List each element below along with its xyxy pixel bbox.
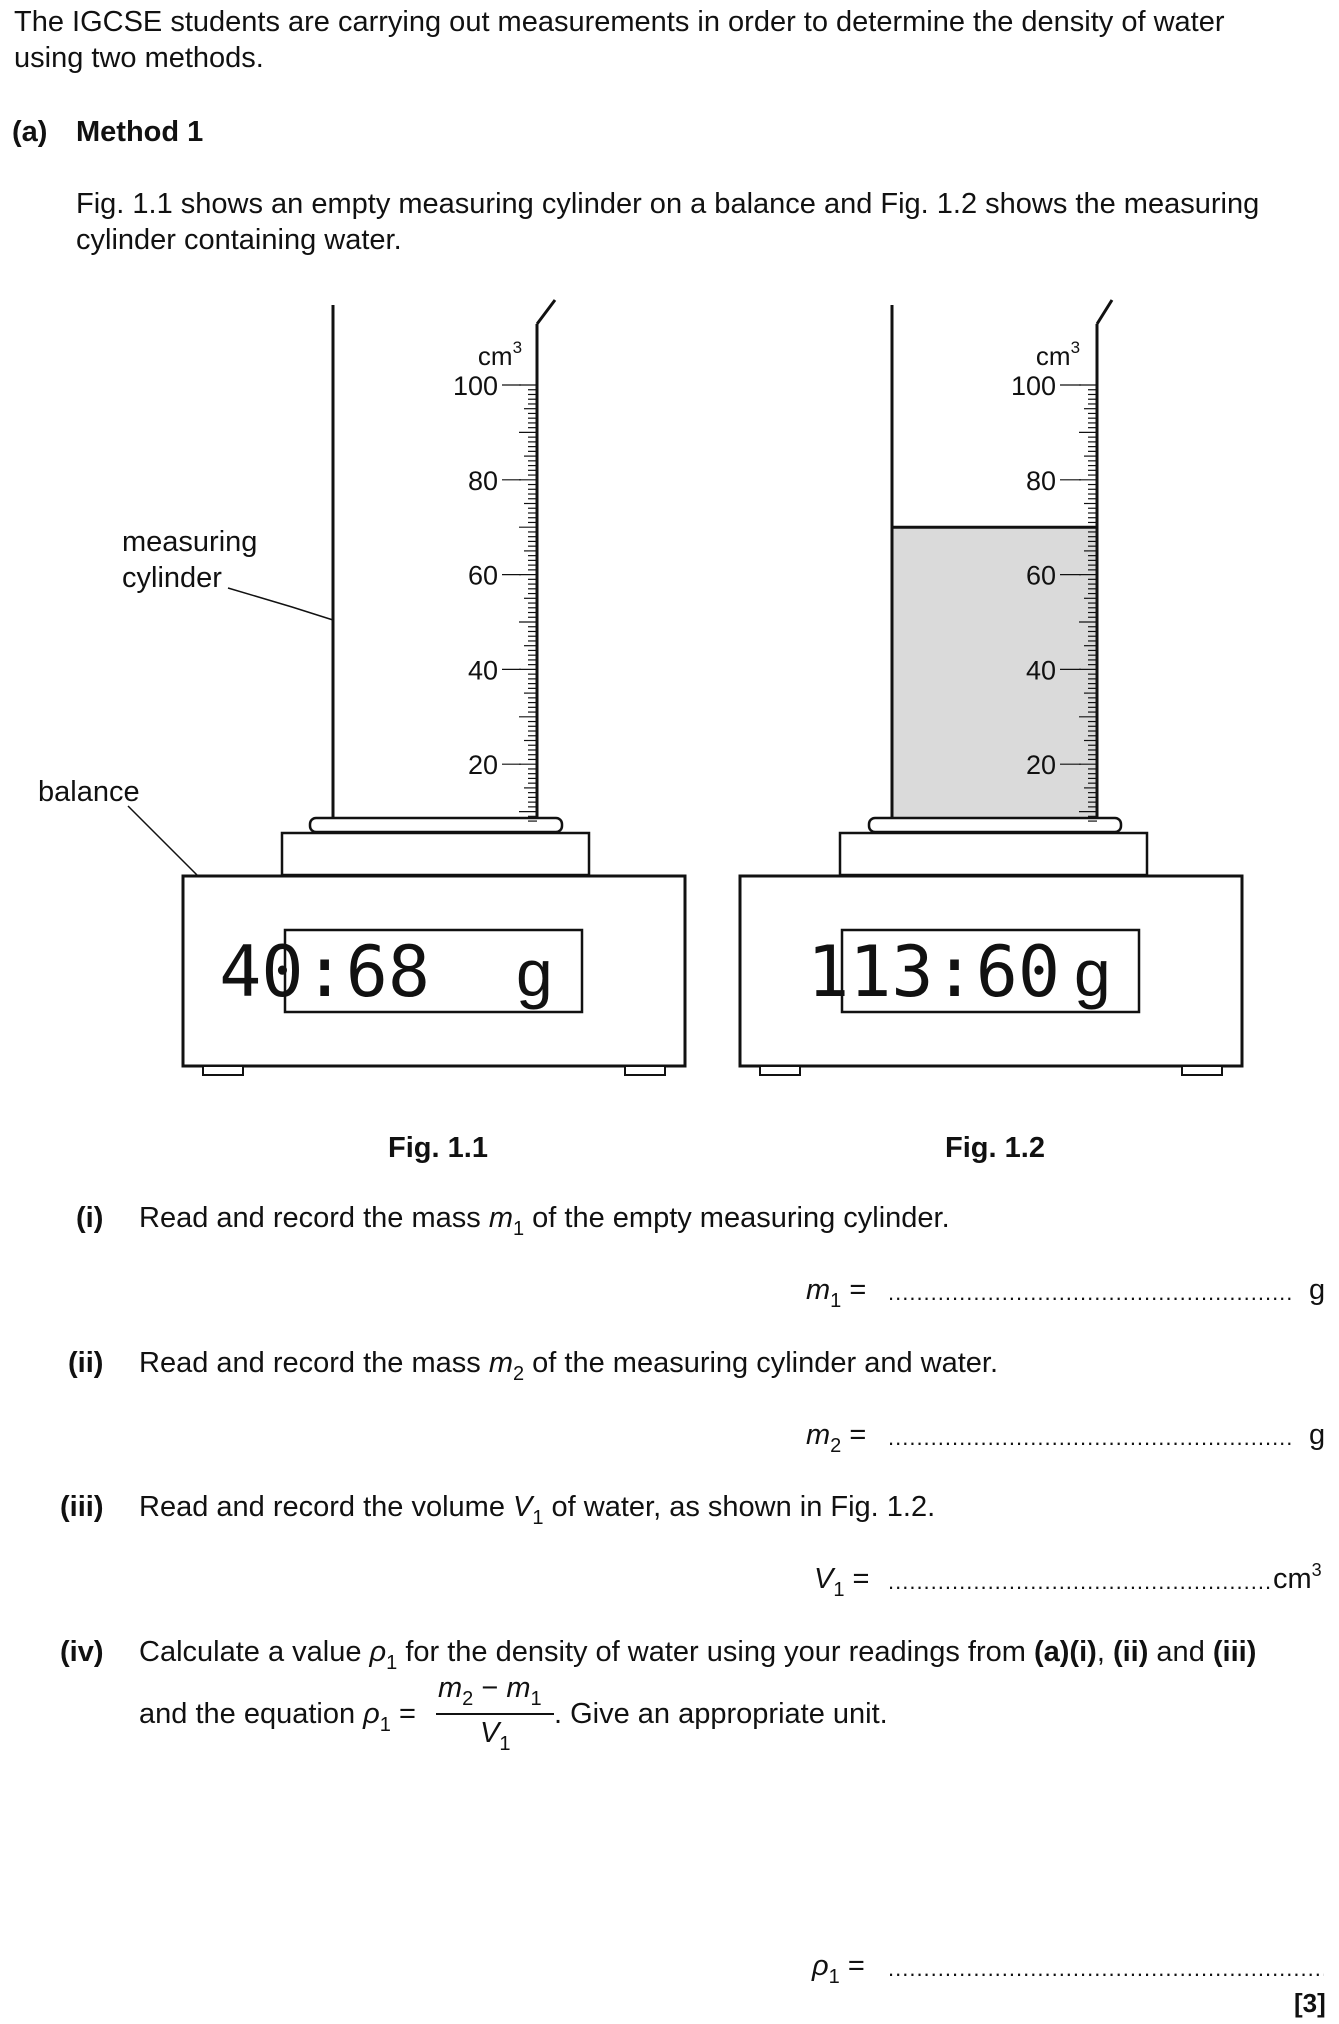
scale-label: 60: [1026, 561, 1056, 591]
q-iii-text: Read and record the volume V1 of water, …: [139, 1491, 936, 1529]
q-iv-answer-line[interactable]: ........................................…: [888, 1956, 1324, 1981]
scale-label: 100: [453, 371, 498, 401]
fraction-numerator: m2 − m1: [438, 1672, 542, 1710]
label-balance: balance: [38, 776, 140, 808]
q-iv-text-line-1: Calculate a value ρ1 for the density of …: [139, 1636, 1257, 1674]
water-in-cylinder: [893, 527, 1097, 820]
scale-label: 80: [468, 466, 498, 496]
fig-desc-line-1: Fig. 1.1 shows an empty measuring cylind…: [76, 188, 1260, 220]
balance-figures: 40:68 g 100 80 60 40 20 cm3 113:60 g 100 80 60…: [38, 299, 1244, 1164]
q-ii-answer-label: m2 =: [806, 1419, 867, 1457]
intro-line-1: The IGCSE students are carrying out meas…: [14, 6, 1225, 38]
fig2-display-reading: 113:60: [807, 931, 1060, 1013]
q-iii-number: (iii): [60, 1491, 104, 1523]
q-iv-text-line-2-end: . Give an appropriate unit.: [554, 1698, 888, 1730]
svg-text:cm3: cm3: [1036, 338, 1080, 371]
q-iv-text-line-2: and the equation ρ1 =: [139, 1698, 416, 1736]
marks: [3]: [1294, 1988, 1326, 2018]
q-iii-answer-label: V1 =: [814, 1563, 870, 1601]
q-i-answer-line[interactable]: ........................................…: [888, 1280, 1293, 1305]
fig1-caption: Fig. 1.1: [388, 1132, 488, 1164]
fig1-display-unit: g: [516, 936, 553, 1010]
intro-line-2: using two methods.: [14, 42, 264, 74]
scale-label: 60: [468, 561, 498, 591]
q-iv-answer-label: ρ1 =: [812, 1950, 865, 1988]
fig2-display-unit: g: [1074, 936, 1111, 1010]
fig-1-2: 113:60 g 100 80 60 40 20 cm3: [738, 299, 1244, 1076]
q-ii-number: (ii): [68, 1347, 104, 1379]
q-i-text: Read and record the mass m1 of the empty…: [139, 1202, 950, 1240]
q-ii-text: Read and record the mass m2 of the measu…: [139, 1347, 999, 1385]
q-iv-number: (iv): [60, 1636, 104, 1668]
fig2-caption: Fig. 1.2: [945, 1132, 1045, 1164]
fig-desc-line-2: cylinder containing water.: [76, 224, 402, 256]
label-measuring: measuring: [122, 526, 257, 558]
scale-label: 20: [1026, 750, 1056, 780]
q-ii-unit: g: [1309, 1419, 1326, 1451]
fig-1-1: 40:68 g 100 80 60 40 20 cm3: [127, 299, 687, 1076]
scale-label: 40: [468, 655, 498, 685]
scale-label: 40: [1026, 655, 1056, 685]
fig1-display-reading: 40:68: [219, 931, 430, 1013]
fig1-unit: cm: [478, 341, 513, 371]
scale-label: 20: [468, 750, 498, 780]
q-iii-unit: cm3: [1273, 1560, 1322, 1595]
fraction-denominator: V1: [480, 1717, 511, 1755]
scale-label: 100: [1011, 371, 1056, 401]
scale-label: 80: [1026, 466, 1056, 496]
q-i-unit: g: [1309, 1274, 1326, 1306]
label-cylinder: cylinder: [122, 562, 222, 594]
svg-text:cm3: cm3: [478, 338, 522, 371]
q-ii-answer-line[interactable]: ........................................…: [888, 1425, 1293, 1450]
q-i-number: (i): [76, 1202, 104, 1234]
part-a-title: Method 1: [76, 116, 204, 148]
q-iii-answer-line[interactable]: ........................................…: [888, 1569, 1270, 1594]
fig2-unit: cm: [1036, 341, 1071, 371]
part-a-label: (a): [12, 116, 48, 148]
q-i-answer-label: m1 =: [806, 1274, 867, 1312]
fraction-bar: [436, 1713, 554, 1715]
